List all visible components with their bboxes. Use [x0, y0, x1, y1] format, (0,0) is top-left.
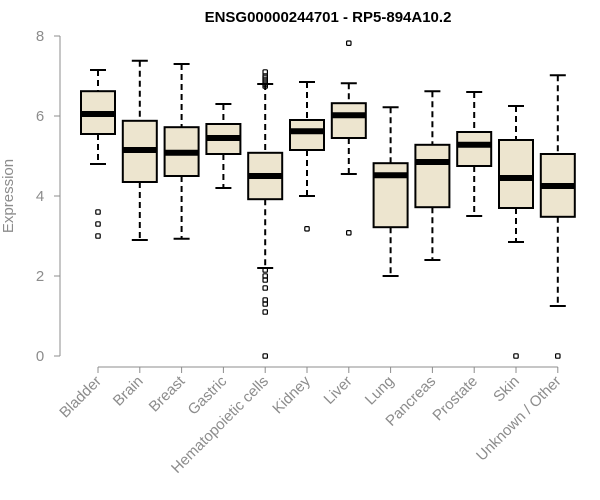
x-tick-label: Breast — [146, 372, 189, 415]
box-iqr — [456, 131, 493, 167]
box-9 — [456, 91, 493, 217]
y-tick-label: 0 — [36, 348, 44, 365]
x-tick-label: Prostate — [429, 373, 481, 425]
x-tick-label: Liver — [321, 373, 356, 408]
outlier-point — [95, 221, 101, 227]
box-0 — [80, 69, 116, 239]
box-iqr — [330, 102, 367, 139]
outlier-point — [346, 230, 352, 236]
chart-title: ENSG00000244701 - RP5-894A10.2 — [205, 9, 452, 26]
outlier-point — [346, 40, 352, 47]
outlier-point — [95, 209, 101, 215]
x-tick-label: Lung — [362, 373, 398, 409]
box-11 — [539, 74, 576, 359]
x-tick-label: Kidney — [269, 372, 314, 417]
y-axis: 0 2 4 6 8 — [36, 28, 61, 365]
box-2 — [163, 63, 200, 240]
x-tick-label: Brain — [110, 373, 147, 410]
outlier-point — [262, 309, 269, 315]
outlier-point — [262, 285, 269, 291]
y-tick-label: 4 — [36, 188, 44, 205]
box-iqr — [414, 143, 451, 209]
box-10 — [498, 105, 534, 359]
x-tick-label: Bladder — [56, 373, 105, 422]
box-8 — [414, 90, 451, 261]
outlier-point — [262, 277, 269, 283]
outlier-point — [262, 353, 269, 359]
box-3 — [205, 103, 242, 189]
y-tick-label: 2 — [36, 268, 44, 285]
box-7 — [372, 106, 409, 277]
outlier-point — [304, 226, 310, 232]
box-iqr — [289, 119, 325, 151]
outlier-point — [262, 83, 269, 89]
y-tick-label: 6 — [36, 108, 44, 125]
box-iqr — [498, 139, 534, 209]
outlier-point — [554, 353, 561, 359]
box-4 — [247, 69, 284, 359]
box-6 — [330, 40, 367, 236]
box-5 — [289, 81, 325, 232]
outlier-point — [262, 301, 269, 307]
box-1 — [121, 59, 158, 241]
x-tick-label: Skin — [490, 373, 523, 406]
outlier-point — [95, 233, 101, 239]
boxes — [80, 40, 576, 359]
y-tick-label: 8 — [36, 28, 44, 45]
y-axis-label: Expression — [0, 159, 17, 233]
outlier-point — [262, 267, 269, 273]
outlier-point — [513, 353, 519, 359]
